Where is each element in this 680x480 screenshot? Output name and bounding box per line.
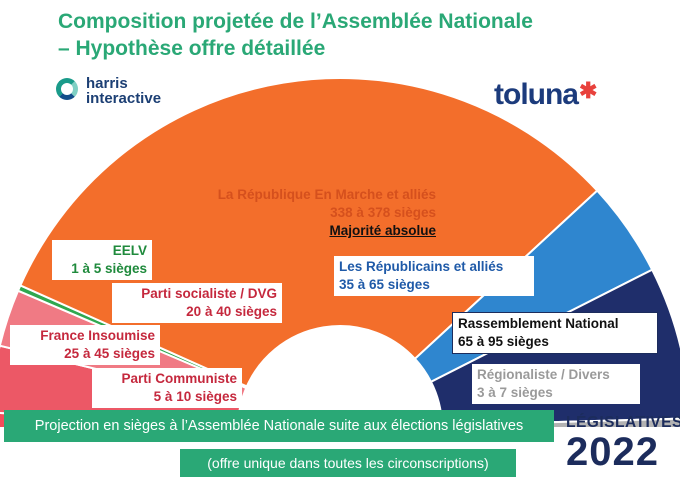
label-ps: Parti socialiste / DVG 20 à 40 sièges [112, 283, 282, 323]
toluna-logo: toluna✱ [494, 78, 597, 112]
label-ps-range: 20 à 40 sièges [186, 304, 277, 319]
chart-title: Composition projetée de l’Assemblée Nati… [58, 8, 658, 62]
harris-ring-icon [56, 78, 78, 100]
title-line-1: Composition projetée de l’Assemblée Nati… [58, 10, 533, 33]
projection-banner: Projection en sièges à l’Assemblée Natio… [4, 410, 554, 442]
label-ps-name: Parti socialiste / DVG [141, 286, 277, 301]
label-fi-range: 25 à 45 sièges [64, 346, 155, 361]
label-rn-name: Rassemblement National [458, 316, 619, 331]
label-lrem-note: Majorité absolue [329, 223, 436, 238]
offer-banner: (offre unique dans toutes les circonscri… [180, 449, 516, 477]
label-lr-name: Les Républicains et alliés [339, 259, 504, 274]
label-eelv: EELV 1 à 5 sièges [52, 240, 152, 280]
label-eelv-name: EELV [112, 243, 147, 258]
label-rn: Rassemblement National 65 à 95 sièges [452, 312, 658, 354]
asterisk-icon: ✱ [579, 78, 597, 103]
toluna-logo-text: toluna [494, 78, 579, 111]
label-lrem-name: La République En Marche et alliés [217, 187, 436, 202]
label-pc-name: Parti Communiste [121, 371, 237, 386]
harris-logo-line1: harris [86, 75, 128, 92]
label-pc-range: 5 à 10 sièges [153, 389, 237, 404]
harris-interactive-logo: harris interactive [56, 74, 186, 110]
badge-year: 2022 [566, 430, 659, 474]
label-lrem: La République En Marche et alliés 338 à … [174, 186, 436, 240]
harris-logo-line2: interactive [86, 90, 162, 107]
label-pc: Parti Communiste 5 à 10 sièges [92, 368, 242, 408]
label-fi-name: France Insoumise [40, 328, 155, 343]
badge-title: LÉGISLATIVES [566, 414, 680, 431]
label-eelv-range: 1 à 5 sièges [71, 261, 147, 276]
legislatives-badge: LÉGISLATIVES 2022 [566, 414, 680, 474]
label-divers: Régionaliste / Divers 3 à 7 sièges [472, 364, 640, 404]
label-divers-name: Régionaliste / Divers [477, 367, 610, 382]
title-line-2: – Hypothèse offre détaillée [58, 37, 326, 60]
label-lr: Les Républicains et alliés 35 à 65 siège… [334, 256, 534, 296]
label-lr-range: 35 à 65 sièges [339, 277, 430, 292]
label-lrem-range: 338 à 378 sièges [330, 205, 436, 220]
label-rn-range: 65 à 95 sièges [458, 334, 549, 349]
label-fi: France Insoumise 25 à 45 sièges [10, 325, 160, 365]
label-divers-range: 3 à 7 sièges [477, 385, 553, 400]
